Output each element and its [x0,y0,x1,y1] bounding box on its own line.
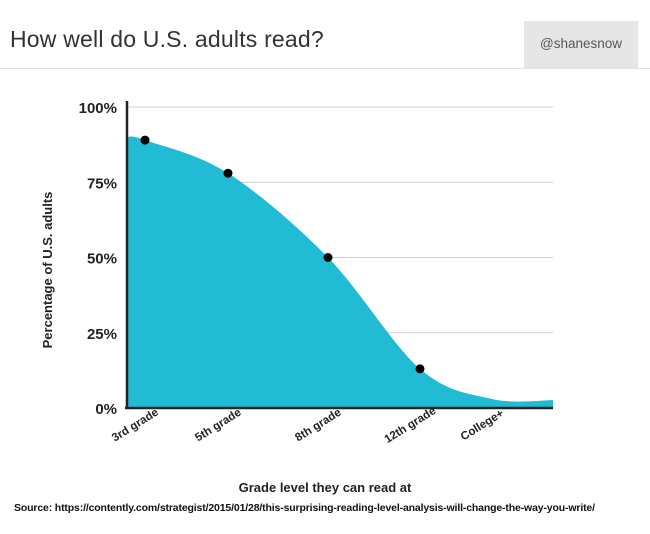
y-tick-label: 100% [79,100,117,117]
data-point [415,364,425,374]
x-tick-labels: 3rd grade 5th grade 8th grade 12th grade Col… [110,405,506,446]
data-point [223,168,233,178]
y-tick-label: 0% [95,401,117,418]
x-tick-label: 5th grade [193,407,243,445]
x-axis-label: Grade level they can read at [239,480,412,495]
y-tick-label: 25% [87,326,117,343]
source-note: Source: https://contently.com/strategist… [14,502,595,514]
x-tick-label: 3rd grade [110,406,161,444]
area-series [127,136,553,408]
y-tick-label: 50% [87,251,117,268]
header-divider [0,68,650,69]
x-tick-label: College+ [459,407,507,443]
handle-badge: @shanesnow [524,21,638,68]
data-point [323,253,333,262]
x-tick-label: 12th grade [383,405,439,446]
y-tick-labels: 0% 25% 50% 75% 100% [79,100,117,418]
y-axis-label: Percentage of U.S. adults [40,192,55,349]
data-point [140,135,150,145]
handle-label: @shanesnow [539,36,622,51]
data-points [140,135,425,374]
page-title: How well do U.S. adults read? [10,26,324,52]
y-tick-label: 75% [87,175,117,192]
x-tick-label: 8th grade [293,407,343,445]
